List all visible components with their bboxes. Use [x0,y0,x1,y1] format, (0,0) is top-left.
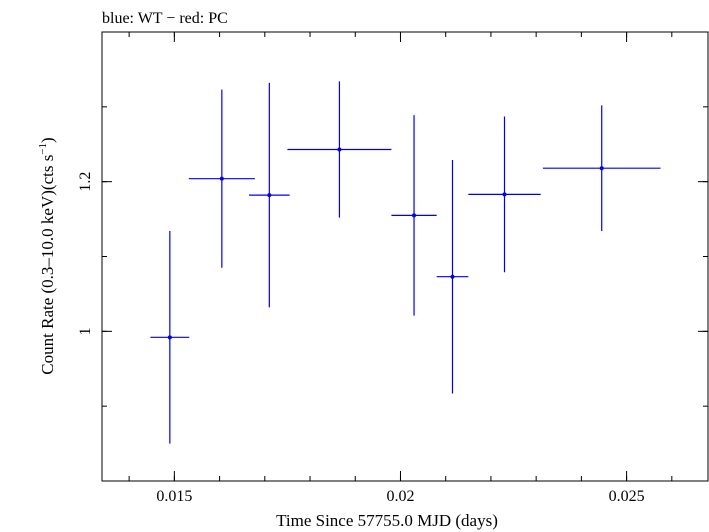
data-point [436,159,469,394]
data-point [150,231,190,444]
data-marker [502,192,507,197]
x-tick-label: 0.02 [386,488,414,505]
y-axis-label-close: ) [38,137,57,143]
data-point [542,105,661,232]
data-marker [219,176,224,181]
y-axis-label-main: Count Rate (0.3–10.0 keV)(cts s [38,155,57,375]
chart-title: blue: WT − red: PC [102,10,228,27]
data-point [248,82,290,308]
x-tick-label: 0.025 [609,488,645,505]
data-marker [167,335,172,340]
x-axis-label: Time Since 57755.0 MJD (days) [276,511,498,530]
data-series [150,81,661,444]
y-tick-labels: 11.2 [77,172,94,336]
data-point [287,81,392,218]
data-point [468,116,541,273]
y-axis-label-superscript: −1 [37,143,49,155]
x-tick-labels: 0.015 0.02 0.025 [156,488,644,505]
data-point [391,115,437,316]
y-tick-label: 1 [77,327,94,335]
data-marker [599,166,604,171]
plot-frame [101,31,709,482]
y-axis-label: Count Rate (0.3–10.0 keV)(cts s−1) [37,137,57,374]
x-tick-label: 0.015 [156,488,192,505]
axis-ticks [102,32,708,481]
data-marker [412,213,417,218]
data-marker [337,147,342,152]
y-tick-label: 1.2 [77,172,94,192]
data-point [188,89,255,268]
data-marker [267,193,272,198]
data-marker [450,274,455,279]
